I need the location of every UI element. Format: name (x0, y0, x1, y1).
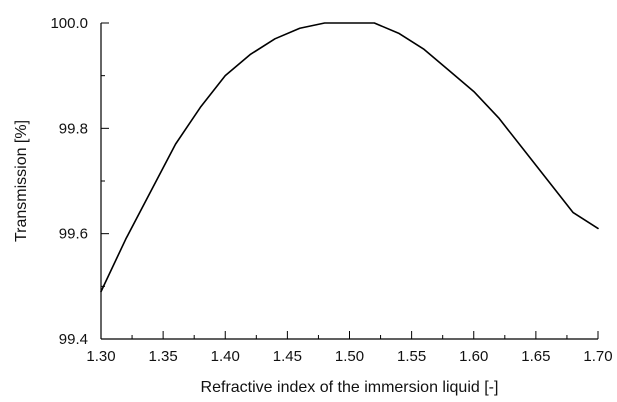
series-line (100, 22, 599, 293)
y-tick-label: 99.8 (59, 120, 88, 137)
y-tick-label: 99.6 (59, 226, 88, 243)
x-tick-label: 1.65 (521, 348, 550, 365)
x-tick-label: 1.40 (211, 348, 240, 365)
x-tick-label: 1.45 (273, 348, 302, 365)
y-axis-title: Transmission [%] (13, 120, 30, 242)
x-tick-label: 1.50 (335, 348, 364, 365)
y-ticks: 99.4 99.6 99.8 100.0 (50, 15, 109, 348)
x-tick-label: 1.30 (86, 348, 115, 365)
x-ticks: 1.30 1.35 1.40 1.45 1.50 1.55 1.60 1.65 1.70 (86, 331, 613, 365)
y-tick-label: 100.0 (50, 15, 88, 32)
x-tick-label: 1.35 (149, 348, 178, 365)
plot-area: 1.30 1.35 1.40 1.45 1.50 1.55 1.60 1.65 1.70 99.… (50, 15, 612, 365)
x-tick-label: 1.70 (583, 348, 612, 365)
x-tick-label: 1.55 (397, 348, 426, 365)
x-axis-title: Refractive index of the immersion liquid… (201, 379, 499, 396)
y-tick-label: 99.4 (59, 331, 88, 348)
x-tick-label: 1.60 (459, 348, 488, 365)
series-layer (100, 22, 599, 293)
